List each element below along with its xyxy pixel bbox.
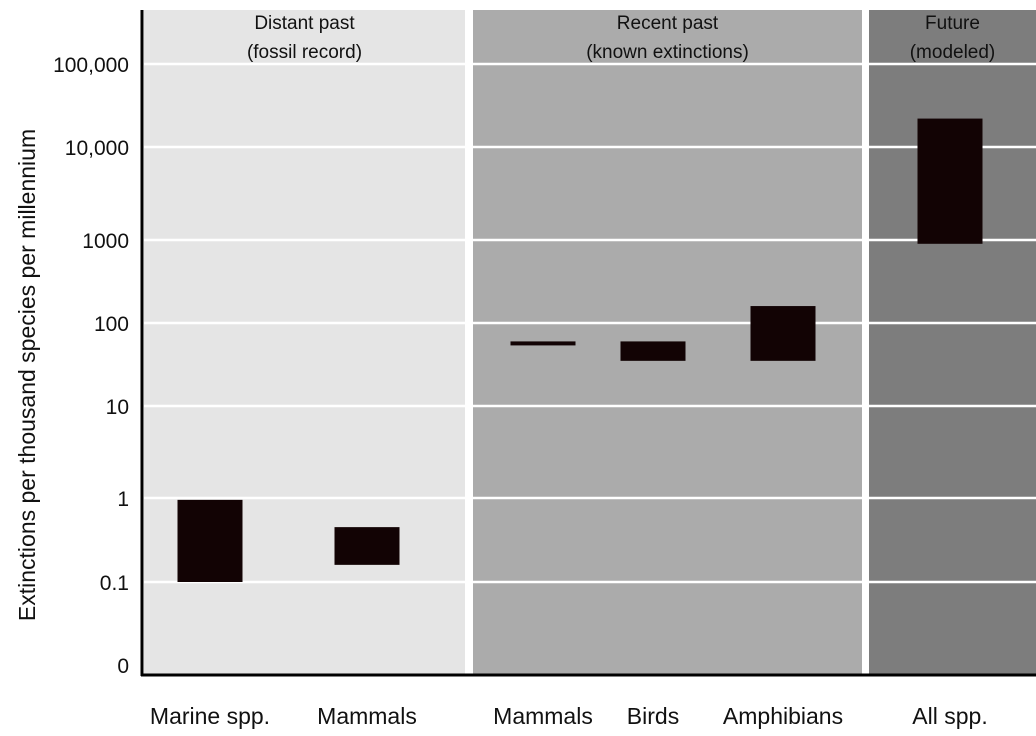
panel-backgrounds [144, 10, 1036, 675]
bar-6 [917, 118, 983, 244]
y-tick-label: 100,000 [53, 54, 129, 77]
y-axis-label: Extinctions per thousand species per mil… [14, 129, 40, 621]
category-label: Mammals [493, 703, 593, 729]
panel-title-line2: (fossil record) [247, 42, 362, 63]
bar-1 [177, 499, 243, 582]
panel-background-3 [869, 10, 1036, 675]
axes [140, 10, 1036, 677]
category-label: Birds [627, 703, 679, 729]
bar-4 [620, 341, 686, 361]
panel-title-line1: Distant past [254, 13, 355, 34]
panel-title-line2: (modeled) [910, 42, 996, 63]
bar-5 [750, 306, 816, 361]
y-tick-labels: 0 0.1 1 10 100 1000 10,000 100,000 [53, 54, 129, 678]
panel-titles: Distant past (fossil record) Recent past (k… [247, 13, 995, 63]
bar-3 [510, 341, 576, 346]
bar-2 [334, 527, 400, 565]
y-tick-label: 0.1 [100, 572, 129, 595]
y-tick-label: 0 [117, 655, 129, 678]
y-tick-label: 1 [117, 488, 129, 511]
y-tick-label: 10,000 [65, 137, 129, 160]
y-tick-label: 1000 [82, 230, 129, 253]
y-tick-label: 100 [94, 313, 129, 336]
panel-title-line2: (known extinctions) [586, 42, 749, 63]
category-label: All spp. [912, 703, 987, 729]
bars [177, 118, 983, 582]
y-tick-label: 10 [106, 396, 129, 419]
panel-title-line1: Future [925, 13, 980, 34]
gridlines [142, 62, 1036, 584]
category-label: Amphibians [723, 703, 843, 729]
panel-title-line1: Recent past [617, 13, 719, 34]
x-category-labels: Marine spp. Mammals Mammals Birds Amphibians… [150, 703, 988, 729]
category-label: Marine spp. [150, 703, 270, 729]
category-label: Mammals [317, 703, 417, 729]
